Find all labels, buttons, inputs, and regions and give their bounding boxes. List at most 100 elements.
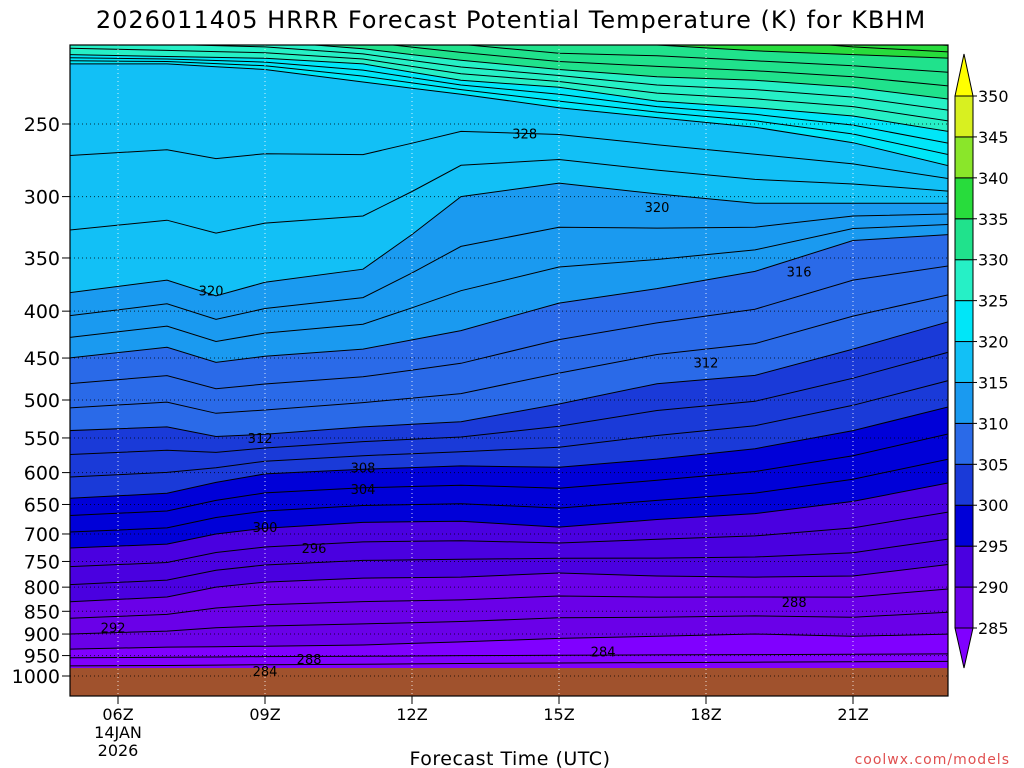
contour-label-316: 316 (787, 265, 812, 280)
isentrope-314 (70, 265, 948, 390)
contour-label-284: 284 (591, 645, 616, 660)
y-axis: 2503003504004505005506006507007508008509… (12, 114, 70, 688)
colorbar-swatch-305 (954, 422, 974, 465)
x-tick-label-06Z: 06Z (102, 705, 133, 724)
colorbar-label-310: 310 (978, 414, 1009, 433)
isentrope-295 (70, 563, 948, 603)
isentrope-292 (70, 611, 948, 635)
isentrope-286 (70, 653, 948, 659)
colorbar-label-295: 295 (978, 537, 1009, 556)
y-tick-label-500: 500 (24, 390, 60, 412)
isentrope-315 (70, 234, 948, 363)
colorbar-label-350: 350 (978, 87, 1009, 106)
isentrope-284 (70, 660, 948, 667)
y-tick-label-900: 900 (24, 624, 60, 646)
isentrope-310 (70, 321, 948, 438)
colorbar-label-300: 300 (978, 496, 1009, 515)
isentrope-319 (70, 213, 948, 320)
contour-line-layer (70, 45, 948, 673)
colorbar-arrow-high (954, 53, 974, 97)
y-tick-label-700: 700 (24, 524, 60, 546)
isentrope-337 (388, 45, 948, 87)
isentrope-327 (70, 60, 948, 155)
watermark-text: coolwx.com/models (855, 752, 1010, 768)
colorbar-swatch-290 (954, 545, 974, 588)
ground-layer (70, 668, 948, 696)
isentrope-330 (70, 54, 948, 132)
colorbar-swatch-335 (954, 177, 974, 220)
terrain-ground (70, 668, 948, 696)
isentrope-322 (70, 158, 948, 234)
colorbar-swatch-315 (954, 341, 974, 383)
colorbar-label-335: 335 (978, 210, 1009, 229)
colorbar-label-330: 330 (978, 251, 1009, 270)
isentrope-332 (70, 47, 948, 122)
isentrope-304 (70, 433, 948, 516)
y-tick-label-1000: 1000 (12, 666, 60, 688)
contour-label-320: 320 (199, 285, 224, 300)
y-tick-label-400: 400 (24, 301, 60, 323)
colorbar-swatch-320 (954, 300, 974, 343)
x-tick-label-09Z: 09Z (249, 705, 280, 724)
isentrope-339 (463, 45, 948, 73)
colorbar-label-320: 320 (978, 333, 1009, 352)
colorbar-swatch-345 (954, 95, 974, 138)
isentrope-302 (70, 458, 948, 533)
x-date-label-year: 2026 (98, 741, 139, 760)
y-tick-label-950: 950 (24, 646, 60, 668)
y-tick-label-750: 750 (24, 551, 60, 573)
x-tick-label-15Z: 15Z (543, 705, 574, 724)
x-axis-title: Forecast Time (UTC) (410, 748, 611, 768)
y-tick-label-250: 250 (24, 114, 60, 136)
colorbar-arrow-low (954, 627, 974, 669)
colorbar-label-340: 340 (978, 169, 1009, 188)
contour-label-308: 308 (351, 461, 376, 476)
contour-label-320: 320 (645, 201, 670, 216)
y-tick-label-300: 300 (24, 187, 60, 209)
y-tick-label-600: 600 (24, 463, 60, 485)
isentrope-297 (70, 538, 948, 586)
y-tick-label-800: 800 (24, 577, 60, 599)
isentrope-317 (70, 224, 948, 343)
isentrope-329 (70, 57, 948, 144)
colorbar: 285 290 295 300 305 310 315 320 325 330 335 340 345 3… (954, 53, 1009, 669)
y-tick-label-450: 450 (24, 348, 60, 370)
colorbar-swatch-325 (954, 259, 974, 302)
colorbar-label-345: 345 (978, 128, 1009, 147)
contour-label-284: 284 (253, 665, 278, 680)
colorbar-label-305: 305 (978, 455, 1009, 474)
isentrope-320 (70, 182, 948, 297)
contour-label-328: 328 (512, 127, 537, 142)
colorbar-swatch-340 (954, 136, 974, 179)
colorbar-swatch-310 (954, 381, 974, 424)
contour-label-312: 312 (694, 356, 719, 371)
grid-layer (70, 45, 948, 696)
isentrope-309 (70, 351, 948, 455)
x-tick-label-18Z: 18Z (690, 705, 721, 724)
isentrope-299 (70, 511, 948, 568)
isentrope-294 (70, 588, 948, 619)
colorbar-swatch-300 (954, 463, 974, 506)
colorbar-swatch-285 (954, 586, 974, 629)
contour-label-300: 300 (253, 521, 278, 536)
isentrope-340 (553, 45, 948, 59)
shaded-fill-layer (70, 45, 948, 696)
isentrope-305 (70, 406, 948, 499)
colorbar-swatch-330 (954, 218, 974, 261)
x-tick-label-21Z: 21Z (837, 705, 868, 724)
contour-label-layer: 328 320 316 320 312 312 308 304 300 296 292 288 284 2… (101, 127, 812, 679)
colorbar-label-325: 325 (978, 292, 1009, 311)
isentrope-325 (70, 63, 948, 167)
contour-label-312: 312 (248, 432, 273, 447)
y-tick-label-850: 850 (24, 601, 60, 623)
colorbar-label-290: 290 (978, 578, 1009, 597)
colorbar-label-285: 285 (978, 619, 1009, 638)
contour-label-288: 288 (782, 596, 807, 611)
y-tick-label-350: 350 (24, 248, 60, 270)
fill-band-above-335 (314, 45, 948, 100)
chart-title: 2026011405 HRRR Forecast Potential Tempe… (96, 6, 926, 34)
fill-band-above-340 (559, 45, 948, 59)
isentrope-335 (308, 45, 948, 100)
